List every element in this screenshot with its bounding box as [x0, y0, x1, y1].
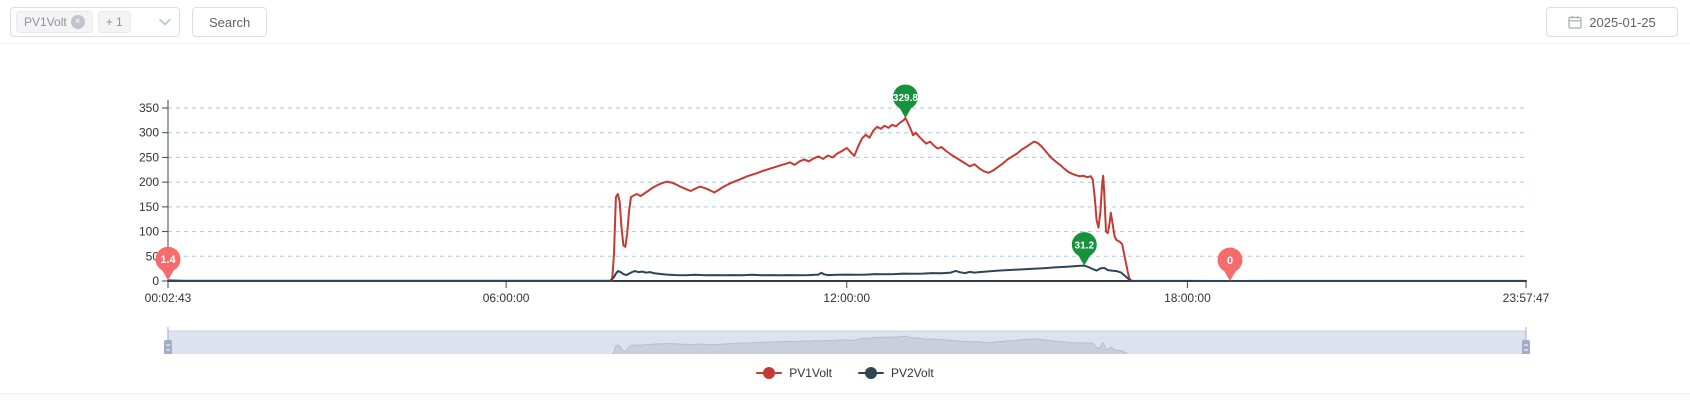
- pin-value-label: 1.4: [160, 254, 176, 266]
- chart-legend: PV1Volt PV2Volt: [0, 357, 1690, 389]
- y-axis-label: 150: [139, 200, 159, 214]
- y-axis-label: 350: [139, 101, 159, 115]
- metric-tag: PV1Volt: [16, 11, 93, 33]
- pin-bubble: [892, 84, 918, 110]
- y-axis-label: 100: [139, 225, 159, 239]
- legend-marker-pv1volt-icon: [756, 367, 783, 379]
- pin-bubble: [1071, 232, 1097, 258]
- y-axis-label: 200: [139, 175, 159, 189]
- datazoom-minimap: [612, 335, 1130, 354]
- legend-label-pv2volt: PV2Volt: [891, 366, 934, 380]
- pin-value-label: 31.2: [1075, 240, 1095, 251]
- metric-tag-label: PV1Volt: [24, 15, 67, 29]
- search-button[interactable]: Search: [192, 7, 268, 37]
- date-picker[interactable]: 2025-01-25: [1546, 7, 1678, 37]
- close-icon[interactable]: [70, 15, 85, 29]
- legend-marker-pv2volt-icon: [858, 367, 884, 379]
- metric-overflow-tag: + 1: [97, 11, 131, 33]
- mark-point-max-pv1volt: 329.8: [893, 84, 918, 118]
- pin-bubble: [1217, 247, 1243, 273]
- selected-metric-tags: PV1Volt + 1: [16, 11, 159, 33]
- x-axis-label: 06:00:00: [483, 291, 530, 305]
- series-line-pv2volt: [167, 264, 1527, 282]
- mark-point-min-pv2volt: 0: [1217, 247, 1243, 281]
- series-line-pv1volt: [167, 117, 1527, 282]
- datazoom-handle-right[interactable]: [1522, 340, 1530, 354]
- legend-label-pv1volt: PV1Volt: [789, 366, 832, 380]
- y-axis-label: 0: [152, 274, 159, 288]
- date-value: 2025-01-25: [1589, 14, 1656, 30]
- datazoom-handle-left[interactable]: [164, 340, 172, 354]
- x-axis-label: 23:57:47: [1503, 291, 1550, 305]
- mark-point-min-pv1volt: 1.4: [155, 246, 181, 281]
- x-axis-label: 12:00:00: [823, 291, 870, 305]
- calendar-icon: [1568, 15, 1582, 29]
- x-axis-label: 00:02:43: [145, 291, 192, 305]
- chart-area: 0 50 100 150 200 250 300 350 00:02:43 06:00:00 12:…: [0, 44, 1690, 354]
- pin-value-label: 329.8: [893, 93, 918, 104]
- y-axis-label: 250: [139, 150, 159, 164]
- chevron-down-icon: [159, 18, 171, 26]
- x-axis-label: 18:00:00: [1164, 291, 1211, 305]
- pin-value-label: 0: [1227, 255, 1233, 267]
- y-axis-label: 300: [139, 126, 159, 140]
- legend-item-pv1volt[interactable]: PV1Volt: [756, 366, 832, 380]
- pin-tail: [1077, 253, 1092, 266]
- mark-point-max-pv2volt: 31.2: [1071, 232, 1097, 266]
- legend-item-pv2volt[interactable]: PV2Volt: [858, 366, 934, 380]
- pin-bubble: [155, 246, 181, 272]
- page-bottom-divider: [0, 393, 1690, 400]
- toolbar: PV1Volt + 1 Search 2025-: [0, 0, 1690, 44]
- pin-tail: [898, 105, 913, 118]
- metric-overflow-label: + 1: [105, 15, 123, 29]
- metric-select[interactable]: PV1Volt + 1: [10, 7, 180, 37]
